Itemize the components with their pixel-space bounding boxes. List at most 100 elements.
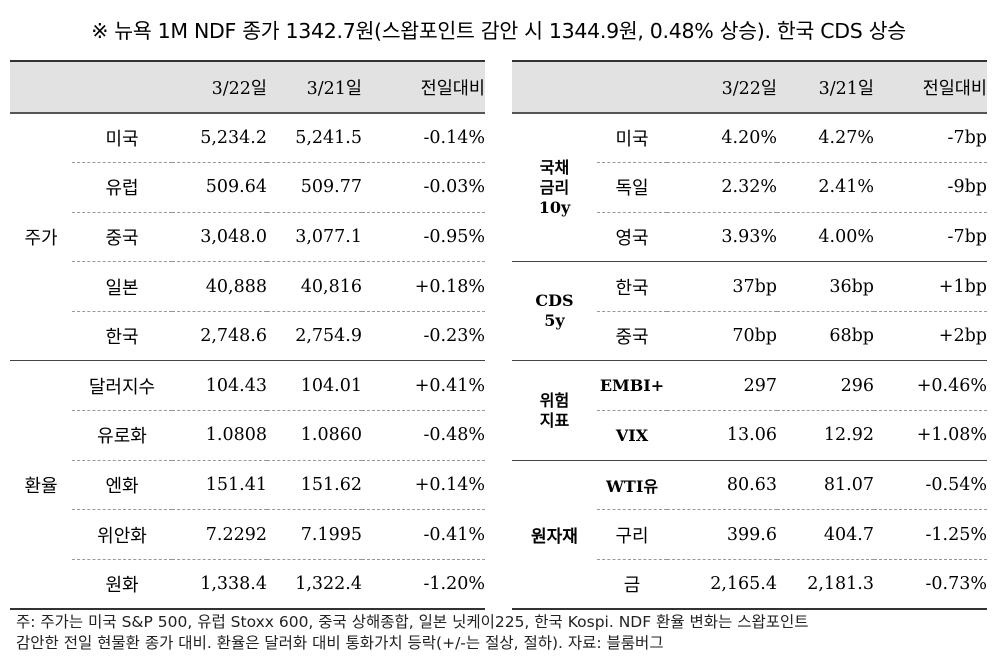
row-value: 1.0808 bbox=[172, 410, 267, 461]
row-name: WTI유 bbox=[597, 459, 667, 510]
table-row: 환율 달러지수 104.43 104.01 +0.41% bbox=[10, 360, 485, 610]
row-change: -0.41% bbox=[362, 509, 485, 560]
header-change: 전일대비 bbox=[874, 60, 987, 114]
header-date-2: 3/21일 bbox=[267, 60, 362, 114]
row-name: 중국 bbox=[597, 310, 667, 361]
table-row: 원화 1,338.4 1,322.4 -1.20% bbox=[10, 558, 485, 610]
row-change: -0.95% bbox=[362, 211, 485, 262]
row-value: 5,241.5 bbox=[295, 128, 362, 149]
row-value: 1,338.4 bbox=[172, 558, 267, 610]
row-value: 151.62 bbox=[267, 459, 362, 510]
row-name: EMBI+ bbox=[597, 360, 667, 411]
header-blank bbox=[512, 60, 597, 114]
row-name: 중국 bbox=[72, 211, 172, 262]
row-value: 1,322.4 bbox=[267, 558, 362, 610]
row-value: 7.2292 bbox=[172, 509, 267, 560]
row-change: -0.14% bbox=[423, 128, 485, 149]
table-row: 원자재 WTI유 80.63 81.07 -0.54% bbox=[512, 459, 987, 610]
table-row: CDS 5y 한국 37bp 36bp +1bp bbox=[512, 261, 987, 361]
header-change: 전일대비 bbox=[362, 60, 485, 114]
row-value: 5,234.2 bbox=[200, 128, 267, 149]
table-row: 영국 3.93% 4.00% -7bp bbox=[512, 211, 987, 262]
row-value: 104.01 bbox=[267, 360, 362, 411]
table-row: 유럽 509.64 509.77 -0.03% bbox=[10, 162, 485, 213]
group-label: 위험 지표 bbox=[512, 360, 597, 461]
row-change: -0.48% bbox=[362, 410, 485, 461]
row-change: +0.18% bbox=[362, 261, 485, 312]
row-change: -9bp bbox=[874, 162, 987, 213]
header-blank bbox=[72, 60, 172, 114]
table-row: 한국 2,748.6 2,754.9 -0.23% bbox=[10, 310, 485, 361]
table-row: 중국 70bp 68bp +2bp bbox=[512, 310, 987, 361]
footnote-line: 감안한 전일 현물환 종가 대비. 환율은 달러화 대비 통화가치 등락(+/-… bbox=[16, 634, 664, 652]
row-value: 40,888 bbox=[172, 261, 267, 312]
header-date-1: 3/22일 bbox=[172, 60, 267, 114]
row-change: +2bp bbox=[874, 310, 987, 361]
row-value: 509.64 bbox=[172, 162, 267, 213]
row-name: 유로화 bbox=[72, 410, 172, 461]
row-value: 3,048.0 bbox=[172, 211, 267, 262]
row-value: 3.93% bbox=[667, 211, 777, 262]
row-name: 미국 bbox=[105, 129, 139, 151]
group-label: 환율 bbox=[10, 360, 72, 610]
row-change: -0.23% bbox=[362, 310, 485, 361]
row-value: 2,165.4 bbox=[667, 558, 777, 610]
row-change: -1.25% bbox=[874, 509, 987, 560]
row-value: 37bp bbox=[667, 261, 777, 312]
row-value: 4.27% bbox=[818, 128, 874, 149]
table-row: VIX 13.06 12.92 +1.08% bbox=[512, 410, 987, 461]
right-market-table: 3/22일 3/21일 전일대비 국채 금리 10y 미국 4.20% 4.27% -7… bbox=[512, 60, 987, 610]
table-row: 위안화 7.2292 7.1995 -0.41% bbox=[10, 509, 485, 560]
row-value: 2,748.6 bbox=[172, 310, 267, 361]
table-row: 일본 40,888 40,816 +0.18% bbox=[10, 261, 485, 312]
row-change: -0.03% bbox=[362, 162, 485, 213]
header-blank bbox=[597, 60, 667, 114]
table-row: 중국 3,048.0 3,077.1 -0.95% bbox=[10, 211, 485, 262]
row-value: 2,181.3 bbox=[777, 558, 874, 610]
row-name: 영국 bbox=[597, 211, 667, 262]
row-change: +0.14% bbox=[362, 459, 485, 510]
row-value: 2,754.9 bbox=[267, 310, 362, 361]
row-change: -7bp bbox=[947, 128, 987, 149]
table-row: 위험 지표 EMBI+ 297 296 +0.46% bbox=[512, 360, 987, 461]
group-label: 원자재 bbox=[512, 459, 597, 610]
row-change: +1.08% bbox=[874, 410, 987, 461]
group-label: 국채 금리 10y bbox=[538, 157, 571, 217]
row-name: 독일 bbox=[597, 162, 667, 213]
row-name: 한국 bbox=[72, 310, 172, 361]
table-row: 유로화 1.0808 1.0860 -0.48% bbox=[10, 410, 485, 461]
row-value: 12.92 bbox=[777, 410, 874, 461]
row-value: 399.6 bbox=[667, 509, 777, 560]
table-row: 국채 금리 10y 미국 4.20% 4.27% -7bp bbox=[512, 113, 987, 217]
row-name: VIX bbox=[597, 410, 667, 461]
table-row: 독일 2.32% 2.41% -9bp bbox=[512, 162, 987, 213]
row-value: 81.07 bbox=[777, 459, 874, 510]
page-title: ※ 뉴욕 1M NDF 종가 1342.7원(스왑포인트 감안 시 1344.9… bbox=[91, 19, 906, 43]
row-value: 1.0860 bbox=[267, 410, 362, 461]
row-name: 한국 bbox=[597, 261, 667, 312]
row-name: 금 bbox=[597, 558, 667, 610]
row-value: 296 bbox=[777, 360, 874, 411]
table-row: 구리 399.6 404.7 -1.25% bbox=[512, 509, 987, 560]
row-value: 4.20% bbox=[721, 128, 777, 149]
row-change: +0.46% bbox=[874, 360, 987, 411]
left-market-table: 3/22일 3/21일 전일대비 주가 미국 5,234.2 5,241.5 -0.14… bbox=[10, 60, 485, 610]
row-value: 40,816 bbox=[267, 261, 362, 312]
row-name: 미국 bbox=[615, 129, 649, 151]
row-change: -7bp bbox=[874, 211, 987, 262]
row-value: 297 bbox=[667, 360, 777, 411]
table-row: 금 2,165.4 2,181.3 -0.73% bbox=[512, 558, 987, 610]
row-value: 7.1995 bbox=[267, 509, 362, 560]
row-value: 68bp bbox=[777, 310, 874, 361]
row-value: 3,077.1 bbox=[267, 211, 362, 262]
row-value: 151.41 bbox=[172, 459, 267, 510]
row-value: 509.77 bbox=[267, 162, 362, 213]
row-value: 404.7 bbox=[777, 509, 874, 560]
header-date-1: 3/22일 bbox=[667, 60, 777, 114]
row-value: 70bp bbox=[667, 310, 777, 361]
row-name: 일본 bbox=[72, 261, 172, 312]
group-label: 주가 bbox=[24, 228, 58, 250]
row-value: 2.32% bbox=[667, 162, 777, 213]
footnote-line: 주: 주가는 미국 S&P 500, 유럽 Stoxx 600, 중국 상해종합… bbox=[16, 613, 809, 631]
row-name: 엔화 bbox=[72, 459, 172, 510]
